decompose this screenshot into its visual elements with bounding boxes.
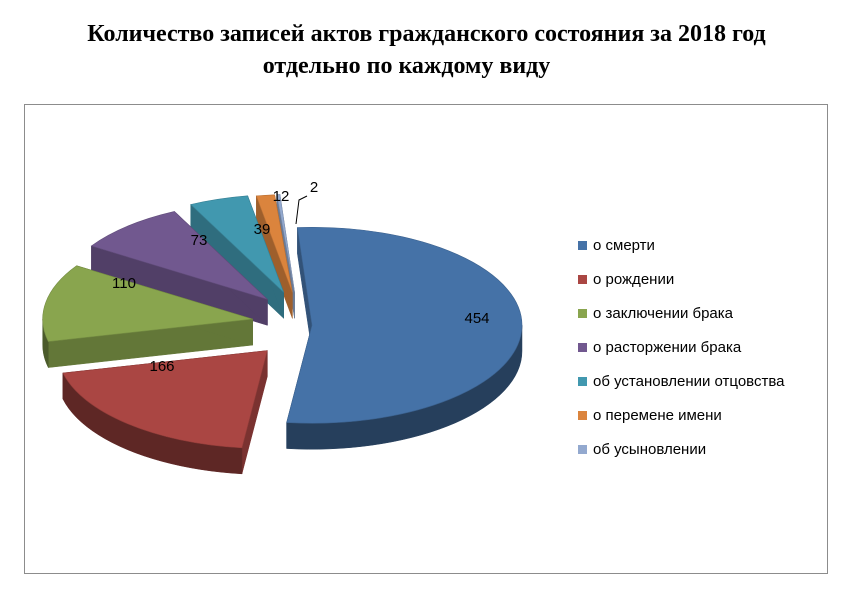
legend-label: о заключении брака (593, 304, 734, 322)
data-label-об-усыновлении: 2 (310, 179, 318, 196)
legend-label: об усыновлении (593, 440, 707, 458)
pie-slice-о-рождении (62, 350, 268, 475)
legend-item-о-перемене-имени: о перемене имени (578, 398, 785, 432)
chart-title-line1: Количество записей актов гражданского со… (87, 21, 766, 47)
legend-label: об установлении отцовства (593, 372, 785, 390)
chart-legend: о смерти о рождении о заключении брака о ра… (578, 228, 785, 466)
legend-swatch (578, 444, 587, 454)
legend-swatch (578, 308, 587, 318)
data-label-о-расторжении-брака: 73 (191, 232, 208, 249)
legend-item-о-смерти: о смерти (578, 228, 785, 262)
legend-label: о смерти (593, 236, 655, 254)
chart-title-line2: отдельно по каждому виду (262, 53, 551, 79)
pie-slice-о-расторжении-брака (90, 210, 268, 326)
legend-label: о перемене имени (593, 406, 722, 424)
legend-swatch (578, 376, 587, 386)
pie-slice-о-заключении-брака (42, 265, 253, 368)
legend-item-об-установлении-отцовства: об установлении отцовства (578, 364, 785, 398)
data-label-о-рождении: 166 (149, 358, 174, 375)
data-label-о-заключении-брака: 110 (112, 275, 136, 292)
legend-swatch (578, 240, 587, 250)
pie-slice-о-смерти (286, 226, 523, 450)
legend-label: о расторжении брака (593, 338, 742, 356)
legend-item-об-усыновлении: об усыновлении (578, 432, 785, 466)
legend-item-о-рождении: о рождении (578, 262, 785, 296)
legend-item-о-заключении-брака: о заключении брака (578, 296, 785, 330)
chart-frame (24, 104, 828, 574)
data-label-об-установлении-отцовства: 39 (254, 221, 271, 238)
legend-label: о рождении (593, 270, 675, 288)
legend-swatch (578, 342, 587, 352)
legend-item-о-расторжении-брака: о расторжении брака (578, 330, 785, 364)
data-label-о-смерти: 454 (464, 310, 489, 327)
legend-swatch (578, 274, 587, 284)
legend-swatch (578, 410, 587, 420)
pie-slice-о-перемене-имени (255, 194, 293, 319)
pie-slice-об-установлении-отцовства (190, 195, 284, 319)
data-label-о-перемене-имени: 12 (273, 188, 290, 205)
leader-line (295, 195, 308, 225)
chart-title: Количество записей актов гражданского со… (0, 18, 853, 82)
